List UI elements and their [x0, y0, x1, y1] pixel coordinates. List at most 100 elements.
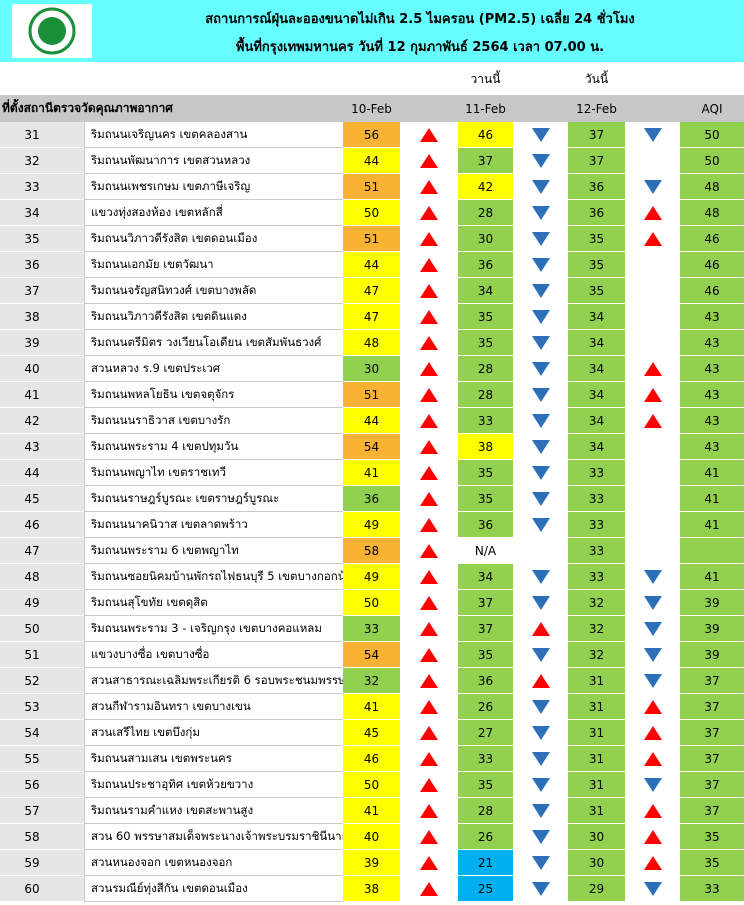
pm-value-cell: 30: [458, 226, 513, 252]
trend-down-arrow: [531, 128, 550, 142]
pm-value-cell: 46: [458, 122, 513, 148]
trend-up-arrow: [420, 882, 438, 896]
row-number-cell: 47: [0, 538, 84, 564]
arrow-shape: [420, 674, 438, 688]
location-cell: ริมถนนเอกมัย เขตวัฒนา: [84, 252, 343, 278]
pm-value-cell: 41: [343, 694, 400, 720]
aqi-cell: 43: [680, 434, 744, 460]
trend-down-arrow: [643, 128, 662, 142]
arrow-shape: [531, 362, 550, 376]
arrow-shape: [643, 180, 662, 194]
pm-value-cell: 28: [458, 798, 513, 824]
column-header: 10-Feb: [351, 101, 392, 116]
aqi-cell: 41: [680, 512, 744, 538]
pm-value-cell: 28: [458, 200, 513, 226]
location-cell: สวนหลวง ร.9 เขตประเวศ: [84, 356, 343, 382]
arrow-shape: [531, 596, 550, 610]
row-number-cell: 40: [0, 356, 84, 382]
aqi-cell: 48: [680, 200, 744, 226]
location-cell: ริมถนนซอยนิคมบ้านพักรถไฟธนบุรี 5 เขตบางก…: [84, 564, 343, 590]
pm-value-cell: 50: [343, 590, 400, 616]
location-cell: แขวงทุ่งสองห้อง เขตหลักสี่: [84, 200, 343, 226]
location-cell: ริมถนนพระราม 3 - เจริญกรุง เขตบางคอแหลม: [84, 616, 343, 642]
trend-up-arrow: [420, 544, 438, 558]
trend-up-arrow: [420, 414, 438, 428]
arrow-shape: [420, 882, 438, 896]
trend-up-arrow: [643, 388, 662, 402]
row-number-cell: 45: [0, 486, 84, 512]
trend-up-arrow: [420, 622, 438, 636]
pm-value-cell: 34: [568, 356, 625, 382]
pm-value-cell: 38: [343, 876, 400, 902]
trend-down-arrow: [643, 622, 662, 636]
pm-value-cell: 33: [568, 538, 625, 564]
pm-value-cell: 29: [568, 876, 625, 902]
row-number-cell: 58: [0, 824, 84, 850]
aqi-cell: 43: [680, 304, 744, 330]
location-cell: ริมถนนจรัญสนิทวงศ์ เขตบางพลัด: [84, 278, 343, 304]
arrow-shape: [420, 596, 438, 610]
arrow-shape: [420, 856, 438, 870]
arrow-shape: [531, 206, 550, 220]
pm-value-cell: 31: [568, 720, 625, 746]
trend-up-arrow: [420, 830, 438, 844]
aqi-cell: 37: [680, 694, 744, 720]
trend-up-arrow: [420, 648, 438, 662]
location-cell: ริมถนนวิภาวดีรังสิต เขตดอนเมือง: [84, 226, 343, 252]
aqi-cell: 43: [680, 382, 744, 408]
pm-value-cell: 34: [568, 330, 625, 356]
row-number-cell: 55: [0, 746, 84, 772]
pm-value-cell: 25: [458, 876, 513, 902]
trend-down-arrow: [531, 284, 550, 298]
trend-down-arrow: [531, 362, 550, 376]
arrow-shape: [420, 570, 438, 584]
trend-up-arrow: [420, 466, 438, 480]
pm-value-cell: 36: [458, 512, 513, 538]
arrow-shape: [531, 310, 550, 324]
pm-value-cell: 37: [568, 148, 625, 174]
trend-up-arrow: [643, 752, 662, 766]
header-row: [0, 95, 744, 122]
pm-value-cell: 27: [458, 720, 513, 746]
trend-down-arrow: [531, 648, 550, 662]
header-band: สถานการณ์ฝุ่นละอองขนาดไม่เกิน 2.5 ไมครอน…: [0, 0, 744, 62]
arrow-shape: [643, 648, 662, 662]
pm-value-cell: 35: [568, 252, 625, 278]
trend-up-arrow: [420, 310, 438, 324]
trend-down-arrow: [531, 232, 550, 246]
pm-value-cell: 31: [568, 772, 625, 798]
pm-value-cell: 26: [458, 824, 513, 850]
pm-value-cell: 31: [568, 694, 625, 720]
arrow-shape: [420, 362, 438, 376]
trend-down-arrow: [643, 674, 662, 688]
arrow-shape: [643, 752, 662, 766]
pm-value-cell: 49: [343, 512, 400, 538]
trend-up-arrow: [420, 856, 438, 870]
trend-up-arrow: [531, 674, 550, 688]
row-number-cell: 52: [0, 668, 84, 694]
pm-value-cell: 33: [458, 408, 513, 434]
aqi-cell: 37: [680, 772, 744, 798]
row-number-cell: 33: [0, 174, 84, 200]
location-cell: แขวงบางซื่อ เขตบางซื่อ: [84, 642, 343, 668]
arrow-shape: [643, 570, 662, 584]
location-cell: สวน 60 พรรษาสมเด็จพระนางเจ้าพระบรมราชินี…: [84, 824, 343, 850]
arrow-shape: [420, 648, 438, 662]
trend-down-arrow: [643, 882, 662, 896]
row-number-cell: 34: [0, 200, 84, 226]
row-number-cell: 43: [0, 434, 84, 460]
aqi-cell: 41: [680, 460, 744, 486]
pm-value-cell: 36: [458, 668, 513, 694]
arrow-shape: [420, 778, 438, 792]
pm-value-cell: 35: [458, 460, 513, 486]
pm-value-cell: 32: [343, 668, 400, 694]
sub-label: วันนี้: [584, 71, 609, 86]
arrow-shape: [643, 804, 662, 818]
trend-up-arrow: [420, 752, 438, 766]
column-header: 12-Feb: [576, 101, 617, 116]
trend-up-arrow: [420, 206, 438, 220]
arrow-shape: [531, 622, 550, 636]
arrow-shape: [420, 180, 438, 194]
pm-value-cell: 39: [343, 850, 400, 876]
